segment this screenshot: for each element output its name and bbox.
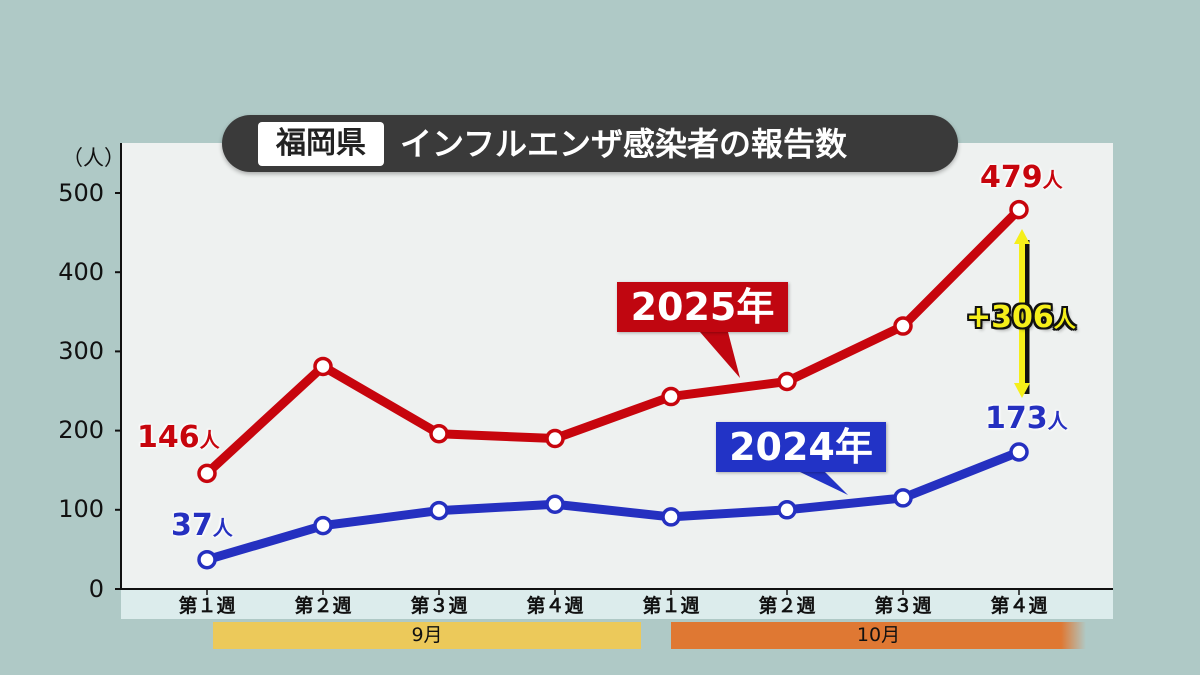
x-tick-label: 第４週 [526,595,584,617]
chart-title: インフルエンザ感染者の報告数 [400,125,848,163]
data-point-marker [313,356,333,377]
series-2025 [197,199,1029,484]
x-tick-label: 第３週 [874,595,932,617]
y-tick-label: 400 [58,258,104,286]
y-tick-label: 500 [58,179,104,207]
series-callout-2024: 2024年 [716,422,886,472]
data-point-marker [429,424,449,444]
data-point-marker [893,316,913,336]
series-callout-2025: 2025年 [617,282,788,332]
data-point-marker [777,371,797,392]
x-tick-label: 第１週 [178,595,236,617]
value-label-2025-end: 479人 [980,160,1063,195]
x-tick-label: 第３週 [410,595,468,617]
difference-arrow-icon [1014,229,1030,398]
x-axis-ticks [206,589,1020,595]
series-2024 [197,442,1029,570]
month-band-september: 9月 [213,622,641,649]
value-label-2024-end: 173人 [985,401,1068,436]
data-point-marker [197,463,217,484]
callout-2025-pointer [700,332,740,378]
y-tick-label: 0 [88,575,104,603]
category-strip [121,589,1113,619]
y-tick-label: 100 [58,495,104,523]
data-point-marker [197,549,217,570]
data-point-marker [661,507,681,527]
value-label-2025-start: 146人 [137,420,220,455]
y-axis-unit: （人） [62,146,125,170]
prefecture-badge: 福岡県 [258,122,384,166]
y-tick-label: 300 [58,337,104,365]
difference-label: +306人 [966,300,1076,335]
x-tick-label: 第４週 [990,595,1048,617]
y-axis-ticks [115,192,121,590]
x-tick-label: 第２週 [294,595,352,617]
callout-2024-pointer [800,472,848,495]
data-point-marker [1009,199,1029,220]
data-point-marker [777,500,797,520]
data-point-marker [545,428,565,449]
data-point-marker [429,500,449,521]
data-point-marker [313,515,333,536]
x-tick-label: 第１週 [642,595,700,617]
month-band-october: 10月 [671,622,1086,649]
value-label-2024-start: 37人 [171,508,233,543]
data-point-marker [661,386,681,407]
x-tick-label: 第２週 [758,595,816,617]
data-point-marker [545,494,565,515]
y-tick-label: 200 [58,416,104,444]
data-point-marker [893,488,913,508]
data-point-marker [1009,442,1029,462]
